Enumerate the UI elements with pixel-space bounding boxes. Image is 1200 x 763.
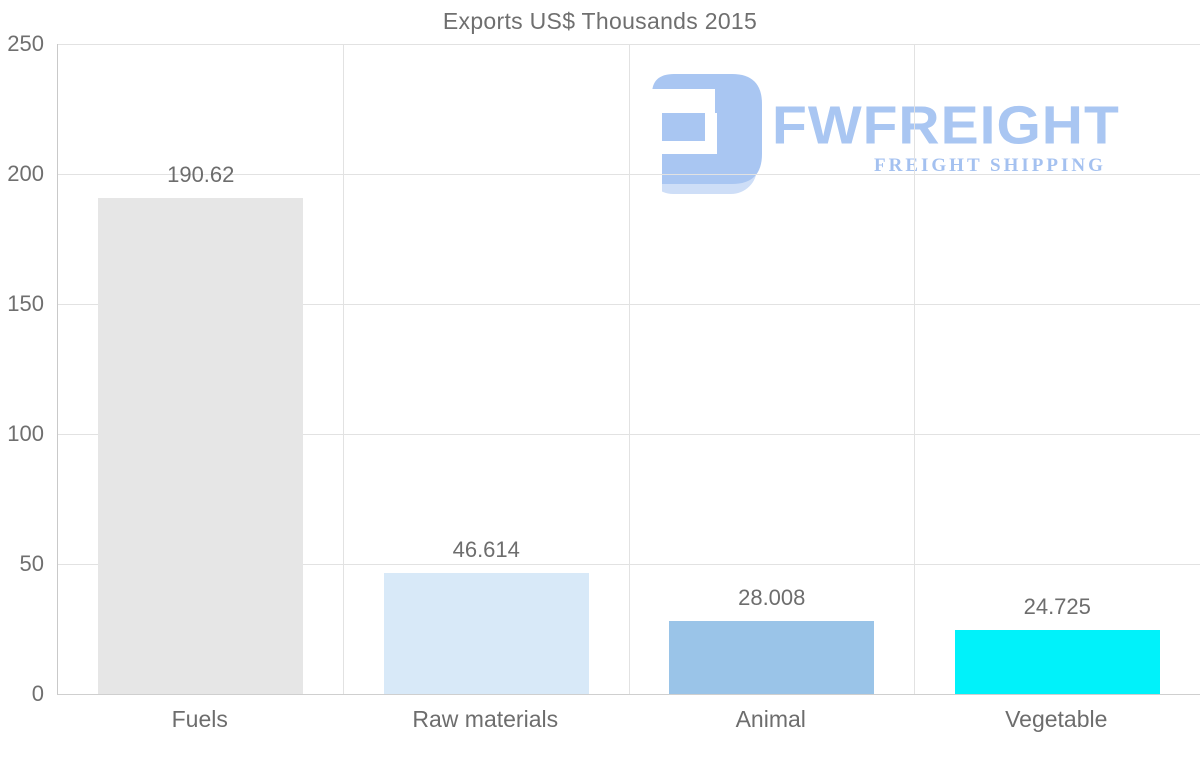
x-category-label: Animal: [735, 706, 806, 732]
gridline-vertical: [914, 44, 915, 694]
watermark-logo: FWFREIGHT FREIGHT SHIPPING: [646, 72, 1151, 194]
y-tick-label: 100: [7, 421, 44, 446]
x-category-label: Vegetable: [1005, 706, 1108, 732]
bar: [383, 572, 589, 694]
x-category-label: Raw materials: [412, 706, 559, 732]
y-tick-label: 50: [19, 551, 44, 576]
y-tick-label: 150: [7, 291, 44, 316]
bar: [954, 629, 1160, 694]
gridline-vertical: [628, 44, 630, 694]
y-tick-label: 200: [7, 161, 44, 186]
bar: [98, 198, 304, 694]
plot-area: 190.62 46.614 28.008 24.725: [57, 43, 1200, 695]
y-axis: 0 50 100 150 200 250: [0, 0, 46, 763]
chart-title: Exports US$ Thousands 2015: [442, 8, 758, 34]
bar-value-label: 28.008: [738, 585, 806, 611]
watermark-tagline-text: FREIGHT SHIPPING: [874, 155, 1106, 176]
watermark-brand-text: FWFREIGHT: [772, 94, 1120, 156]
fwfreight-logo-icon: [646, 74, 762, 194]
y-tick-label: 250: [7, 31, 44, 56]
bar-value-label: 46.614: [452, 536, 520, 562]
gridline-vertical: [343, 44, 344, 694]
bar-value-label: 190.62: [167, 162, 235, 188]
y-tick-label: 0: [31, 681, 44, 706]
x-category-label: Fuels: [171, 706, 228, 732]
x-axis: Fuels Raw materials Animal Vegetable: [57, 706, 1199, 740]
bar: [669, 621, 875, 694]
bar-value-label: 24.725: [1023, 593, 1091, 619]
